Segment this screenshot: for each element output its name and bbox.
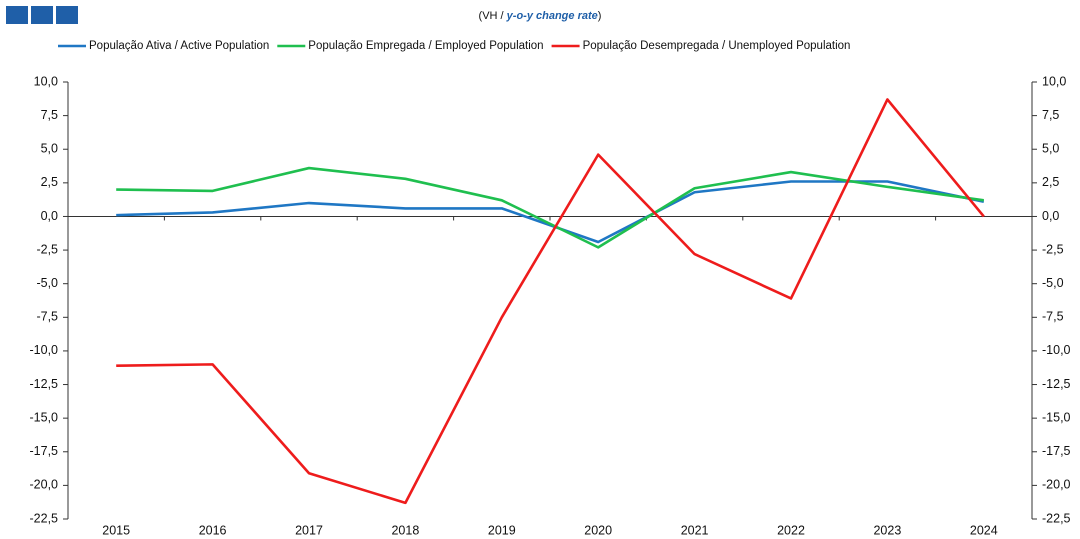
y-tick-label: -20,0 <box>30 478 59 492</box>
x-tick-label: 2023 <box>873 523 901 537</box>
series-line <box>116 98 985 505</box>
y2-tick-label: -15,0 <box>1042 410 1071 424</box>
x-tick-label: 2016 <box>199 523 227 537</box>
x-tick-label: 2020 <box>584 523 612 537</box>
y-tick-label: 2,5 <box>41 175 58 189</box>
legend-label: População Ativa / Active Population <box>89 40 269 52</box>
y2-tick-label: -10,0 <box>1042 343 1071 357</box>
y2-tick-label: -12,5 <box>1042 377 1071 391</box>
y2-tick-label: 5,0 <box>1042 142 1059 156</box>
chart-subtitle: (VH / y-o-y change rate) <box>479 10 602 22</box>
y-tick-label: -10,0 <box>30 343 59 357</box>
subtitle-suffix: ) <box>598 10 602 22</box>
y-tick-label: -5,0 <box>36 276 58 290</box>
y-tick-label: -22,5 <box>30 511 59 525</box>
y2-tick-label: 7,5 <box>1042 108 1059 122</box>
y-tick-label: -12,5 <box>30 377 59 391</box>
y2-tick-label: -7,5 <box>1042 310 1064 324</box>
y-tick-label: -7,5 <box>36 310 58 324</box>
subtitle-prefix: (VH / <box>479 10 507 22</box>
subtitle-emphasis: y-o-y change rate <box>506 10 598 22</box>
y-tick-label: -17,5 <box>30 444 59 458</box>
y-tick-label: 10,0 <box>34 74 58 88</box>
y2-tick-label: 0,0 <box>1042 209 1059 223</box>
series-line <box>116 166 984 249</box>
x-tick-label: 2024 <box>970 523 998 537</box>
x-tick-label: 2015 <box>102 523 130 537</box>
y2-tick-label: -2,5 <box>1042 242 1064 256</box>
y2-tick-label: 10,0 <box>1042 74 1066 88</box>
y2-tick-label: 2,5 <box>1042 175 1059 189</box>
y2-tick-label: -5,0 <box>1042 276 1064 290</box>
y2-tick-label: -17,5 <box>1042 444 1071 458</box>
legend-label: População Desempregada / Unemployed Popu… <box>583 40 851 52</box>
logo <box>6 6 78 24</box>
x-tick-label: 2022 <box>777 523 805 537</box>
y-tick-label: 5,0 <box>41 142 58 156</box>
y-tick-label: 7,5 <box>41 108 58 122</box>
x-tick-label: 2021 <box>681 523 709 537</box>
x-tick-label: 2018 <box>391 523 419 537</box>
x-tick-label: 2019 <box>488 523 516 537</box>
y-tick-label: -2,5 <box>36 242 58 256</box>
y2-tick-label: -22,5 <box>1042 511 1071 525</box>
legend-label: População Empregada / Employed Populatio… <box>308 40 543 52</box>
series-line <box>116 180 985 244</box>
x-tick-label: 2017 <box>295 523 323 537</box>
y-tick-label: -15,0 <box>30 410 59 424</box>
y2-tick-label: -20,0 <box>1042 478 1071 492</box>
y-tick-label: 0,0 <box>41 209 58 223</box>
